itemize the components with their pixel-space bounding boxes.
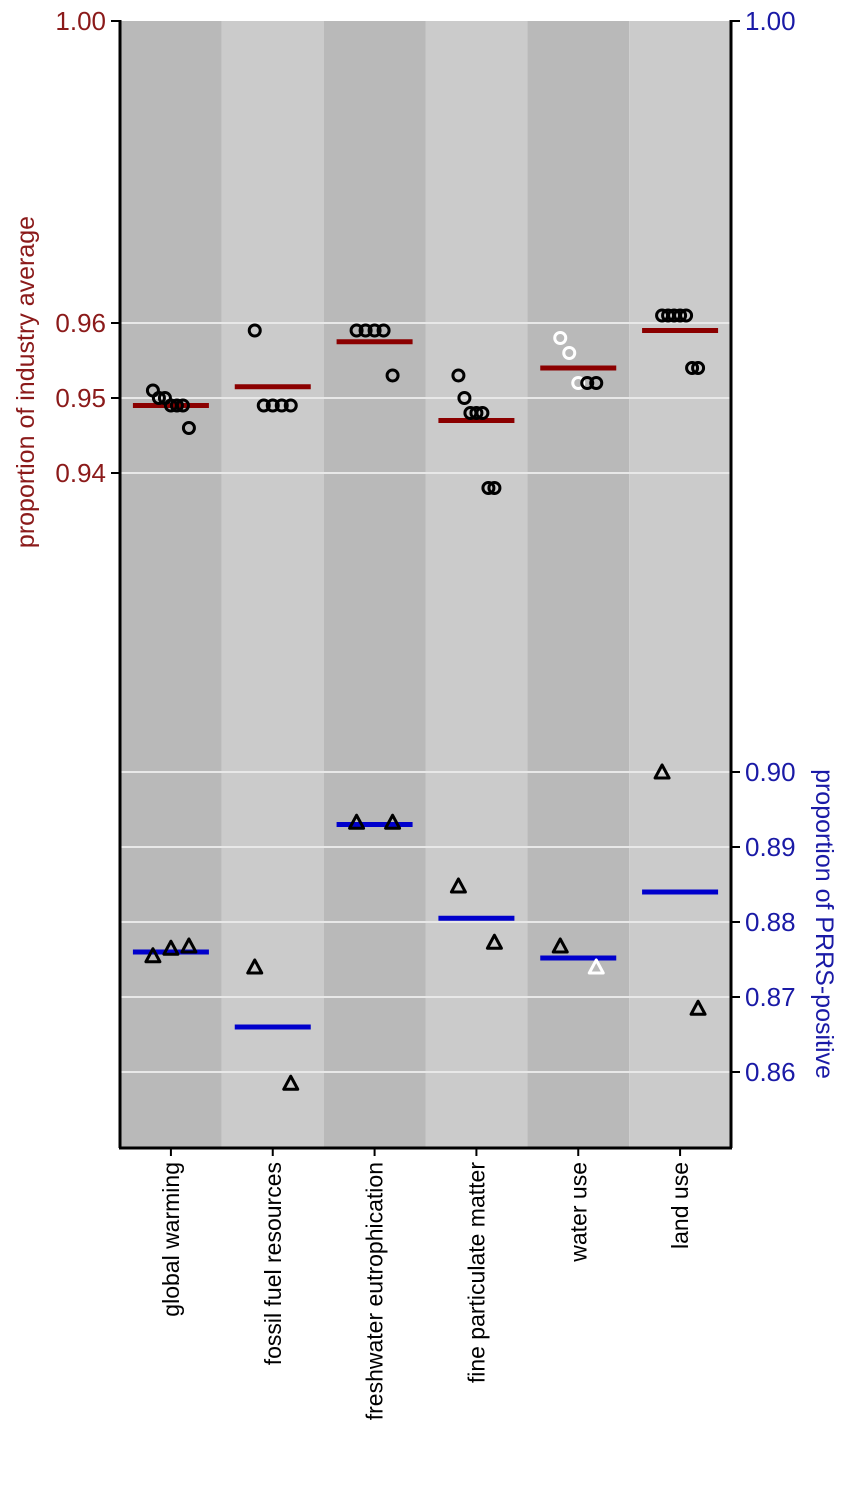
left-axis-title: proportion of industry average <box>12 216 40 548</box>
point-industry <box>457 391 472 405</box>
point-industry <box>685 361 700 375</box>
category-band <box>527 21 630 1148</box>
right-tick-label: 0.87 <box>745 982 796 1012</box>
point-industry <box>247 323 262 338</box>
category-label: fine particulate matter <box>463 1162 489 1384</box>
point-industry <box>451 368 466 383</box>
point-industry <box>691 361 706 375</box>
point-prrs <box>689 999 707 1016</box>
point-industry <box>553 331 568 345</box>
point-industry <box>376 323 391 338</box>
left-tick-label: 0.96 <box>55 308 106 338</box>
point-industry <box>256 398 271 413</box>
point-industry <box>679 308 694 323</box>
point-industry <box>151 391 166 405</box>
point-prrs <box>246 958 264 975</box>
category-band <box>629 21 731 1148</box>
point-prrs <box>282 1074 300 1091</box>
point-industry <box>571 376 586 390</box>
point-prrs <box>384 813 402 830</box>
category-band <box>323 21 426 1148</box>
point-industry <box>265 398 280 413</box>
category-label: water use <box>565 1162 591 1263</box>
axes <box>118 20 733 1156</box>
point-industry <box>175 398 190 413</box>
point-prrs <box>180 937 198 954</box>
panel-bands <box>120 21 731 1148</box>
point-industry <box>181 421 196 435</box>
point-industry <box>562 346 577 360</box>
point-industry <box>274 398 289 413</box>
point-prrs <box>144 947 162 964</box>
point-prrs <box>348 813 366 830</box>
point-industry <box>169 398 184 413</box>
point-prrs <box>587 958 605 975</box>
point-industry <box>481 481 496 495</box>
point-industry <box>385 368 400 383</box>
point-industry <box>358 323 373 338</box>
category-band <box>221 21 324 1148</box>
category-labels: global warming fossil fuel resources fresh… <box>158 1162 693 1421</box>
left-tick-label: 1.00 <box>55 6 106 36</box>
point-prrs <box>485 933 503 950</box>
category-label: global warming <box>158 1162 184 1317</box>
right-axis-ticks: 0.86 0.87 0.88 0.89 0.90 1.00 <box>731 6 796 1087</box>
left-tick-label: 0.94 <box>55 458 106 488</box>
mean-lines <box>132 328 719 1030</box>
point-prrs <box>551 937 569 954</box>
category-band <box>120 21 222 1148</box>
point-industry <box>673 308 688 323</box>
right-tick-label: 0.89 <box>745 832 796 862</box>
category-label: freshwater eutrophication <box>362 1162 388 1420</box>
right-tick-label: 0.88 <box>745 907 796 937</box>
right-tick-label: 1.00 <box>745 6 796 36</box>
left-axis-ticks: 0.94 0.95 0.96 1.00 <box>55 6 120 488</box>
point-industry <box>349 323 364 338</box>
point-industry <box>283 398 298 413</box>
point-industry <box>469 406 484 420</box>
point-industry <box>487 481 502 495</box>
gridlines <box>120 322 731 1073</box>
right-tick-label: 0.90 <box>745 757 796 787</box>
point-industry <box>475 406 490 420</box>
point-industry <box>580 376 595 390</box>
point-prrs <box>162 939 180 956</box>
point-industry <box>367 323 382 338</box>
category-label: fossil fuel resources <box>260 1162 286 1365</box>
point-industry <box>589 376 604 390</box>
left-tick-label: 0.95 <box>55 383 106 413</box>
data-points <box>144 308 707 1091</box>
category-band <box>425 21 528 1148</box>
right-axis-title: proportion of PRRS-positive <box>810 769 838 1079</box>
point-prrs <box>449 877 467 894</box>
category-label: land use <box>667 1162 693 1249</box>
point-prrs <box>653 763 671 780</box>
right-tick-label: 0.86 <box>745 1057 796 1087</box>
